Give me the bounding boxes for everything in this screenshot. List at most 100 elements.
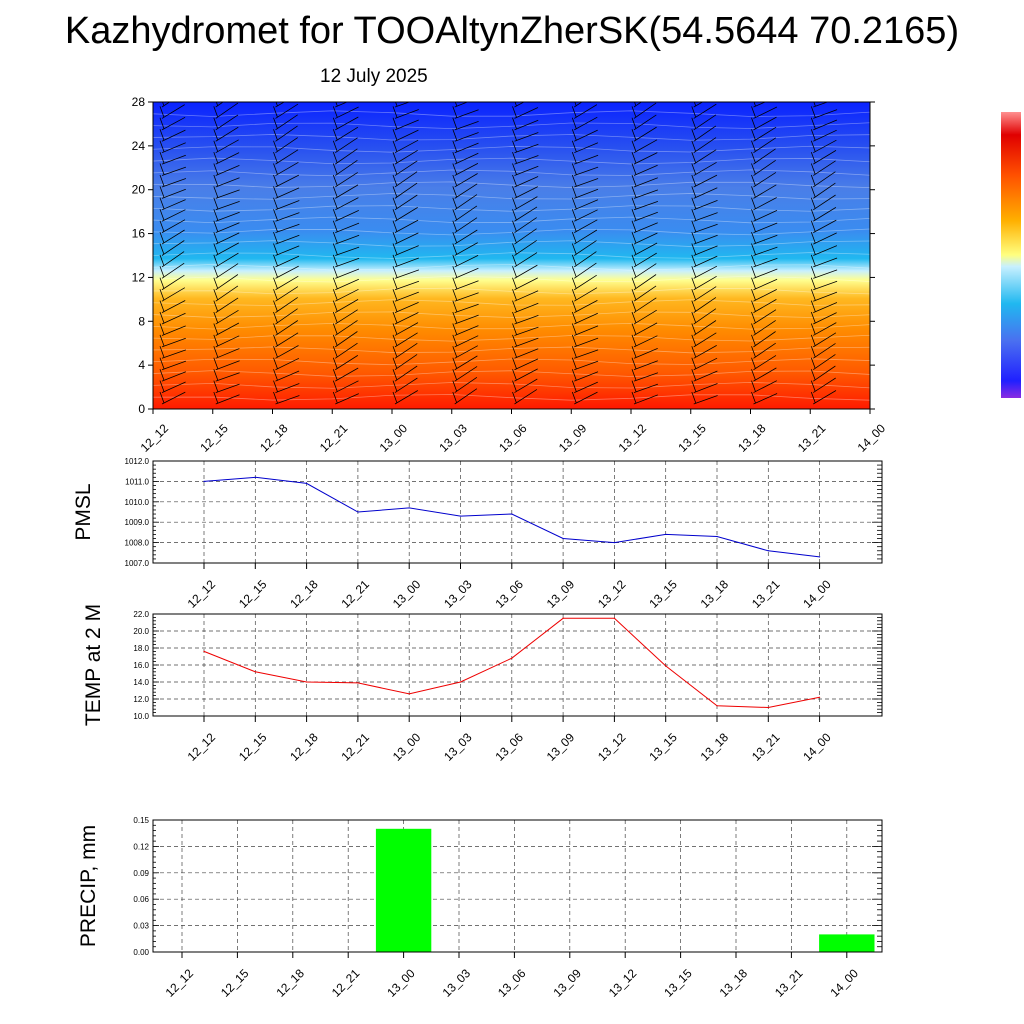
wind-barb bbox=[631, 357, 658, 371]
wind-barb bbox=[273, 369, 300, 382]
x-tick-label: 12_15 bbox=[236, 730, 270, 764]
temp-point bbox=[819, 696, 821, 698]
wind-barb bbox=[512, 140, 539, 154]
wind-barb bbox=[392, 322, 419, 336]
temp-point bbox=[357, 682, 359, 684]
x-tick-label: 13_18 bbox=[735, 421, 769, 455]
wind-barb bbox=[332, 137, 358, 154]
wind-barb bbox=[751, 266, 778, 279]
wind-barb bbox=[332, 288, 359, 302]
wind-barb bbox=[810, 332, 837, 348]
x-tick-label: 13_18 bbox=[698, 730, 732, 764]
wind-barb bbox=[751, 220, 778, 234]
y-tick-label: 0.12 bbox=[133, 842, 149, 851]
wind-barb bbox=[512, 289, 539, 302]
wind-barb bbox=[691, 380, 718, 393]
wind-barb bbox=[571, 116, 598, 131]
wind-barb bbox=[871, 312, 897, 324]
wind-barb bbox=[512, 228, 537, 245]
wind-barb bbox=[452, 289, 479, 302]
x-tick-label: 12_12 bbox=[185, 577, 219, 611]
wind-barb bbox=[332, 184, 359, 199]
wind-barb bbox=[392, 160, 418, 176]
y-tick-label: 20.0 bbox=[133, 627, 149, 636]
wind-barb bbox=[332, 197, 359, 211]
x-tick-label: 13_09 bbox=[556, 421, 590, 455]
wind-barb bbox=[159, 104, 185, 119]
wind-barb bbox=[159, 391, 186, 405]
temp-panel: 10.0 12.0 14.0 16.0 18.0 20.0 22.0 12_12 12_15 12… bbox=[82, 604, 883, 764]
x-tick-label: 12_12 bbox=[185, 730, 219, 764]
y-tick-label: 0.03 bbox=[133, 922, 149, 931]
wind-barb bbox=[691, 320, 717, 336]
wind-barb bbox=[871, 324, 897, 336]
wind-barb bbox=[332, 299, 359, 313]
wind-barb bbox=[159, 311, 186, 325]
wind-barb bbox=[332, 243, 360, 256]
wind-barb bbox=[571, 346, 599, 359]
y-tick-label: 1011.0 bbox=[125, 477, 149, 486]
wind-barb bbox=[392, 194, 418, 211]
wind-barb bbox=[452, 254, 479, 268]
wind-barb bbox=[871, 289, 897, 301]
x-tick-label: 13_12 bbox=[595, 577, 629, 611]
wind-barb bbox=[514, 102, 525, 108]
wind-barb bbox=[571, 311, 598, 325]
precip-bar bbox=[375, 828, 432, 952]
wind-barb bbox=[392, 365, 418, 382]
wind-barb bbox=[332, 220, 360, 234]
wind-barb bbox=[691, 332, 717, 348]
wind-barb bbox=[512, 357, 539, 371]
wind-barb bbox=[810, 243, 838, 256]
wind-barb bbox=[631, 263, 657, 279]
x-tick-label: 12_21 bbox=[317, 421, 351, 455]
wind-barb bbox=[159, 369, 186, 382]
wind-barb bbox=[571, 229, 598, 245]
panel-frame bbox=[152, 819, 883, 953]
x-tick-label: 13_21 bbox=[772, 966, 806, 1000]
wind-barb bbox=[571, 174, 599, 188]
wind-barb bbox=[571, 129, 598, 142]
x-tick-label: 12_21 bbox=[329, 966, 363, 1000]
wind-barb bbox=[273, 209, 300, 222]
wind-barb bbox=[571, 186, 599, 199]
wind-barb bbox=[571, 209, 598, 222]
wind-barb bbox=[571, 219, 598, 234]
wind-barb bbox=[631, 369, 659, 382]
wind-barb bbox=[452, 345, 478, 359]
wind-barb bbox=[452, 366, 478, 382]
wind-barb bbox=[571, 357, 599, 371]
wind-barb bbox=[159, 274, 185, 291]
wind-barb bbox=[810, 300, 838, 313]
wind-barb bbox=[273, 345, 299, 359]
x-tick-label: 13_03 bbox=[441, 577, 475, 611]
panel-frame bbox=[152, 613, 883, 717]
pmsl-point bbox=[357, 511, 359, 513]
heatmap-warm-core bbox=[457, 299, 769, 409]
y-tick-label: 0 bbox=[138, 402, 145, 416]
wind-barb bbox=[571, 262, 597, 279]
y-tick-label: 20 bbox=[132, 183, 146, 197]
wind-barb bbox=[751, 277, 778, 291]
wind-barb bbox=[452, 229, 478, 245]
contour-line bbox=[153, 358, 870, 366]
wind-barb bbox=[392, 149, 418, 165]
wind-barb bbox=[810, 129, 837, 142]
colorbar bbox=[1001, 112, 1021, 398]
wind-barb bbox=[159, 323, 186, 336]
wind-barb bbox=[751, 243, 778, 256]
y-tick-label: 12.0 bbox=[133, 695, 149, 704]
wind-barb bbox=[332, 320, 358, 336]
wind-barb bbox=[691, 369, 718, 382]
wind-barb bbox=[810, 254, 838, 268]
grid bbox=[153, 820, 882, 952]
wind-barb bbox=[631, 139, 658, 154]
wind-barb bbox=[392, 342, 418, 359]
wind-barb bbox=[512, 206, 538, 222]
wind-barb bbox=[159, 380, 186, 393]
wind-barb bbox=[213, 391, 240, 405]
wind-barb bbox=[213, 309, 239, 325]
y-tick-label: 1008.0 bbox=[125, 539, 150, 548]
wind-barb bbox=[213, 126, 239, 142]
x-tick-label: 12_12 bbox=[138, 421, 172, 455]
